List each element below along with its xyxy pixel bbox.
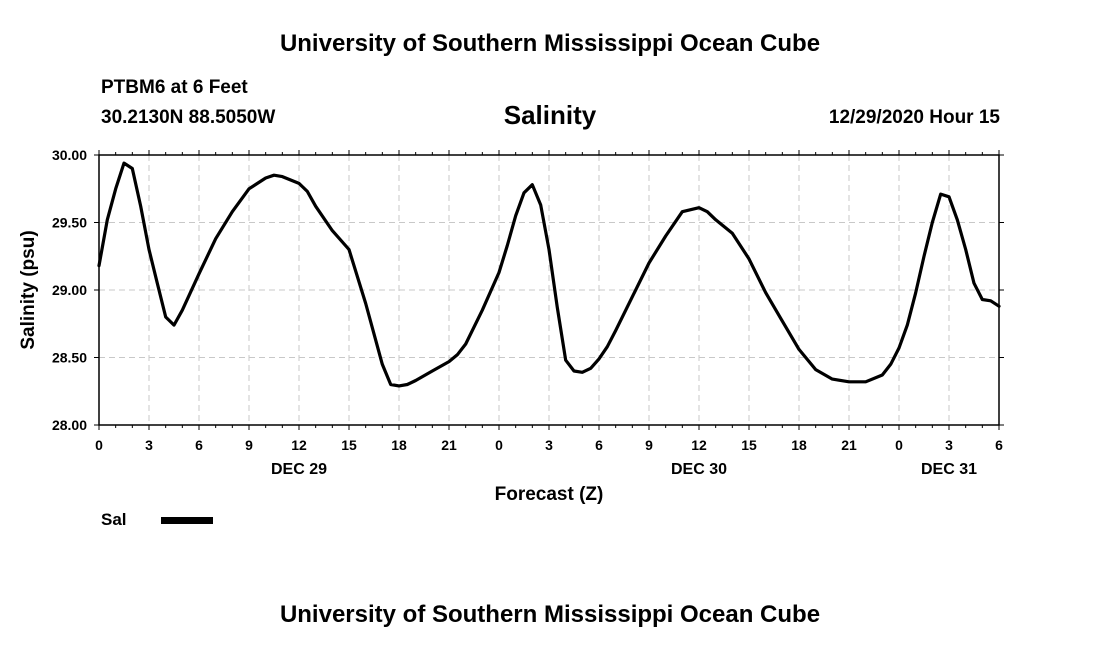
x-tick-label: 18 (791, 437, 807, 453)
x-tick-label: 21 (441, 437, 457, 453)
grid (99, 155, 999, 425)
x-tick-label: 6 (595, 437, 603, 453)
x-tick-label: 6 (995, 437, 1003, 453)
legend-label: Sal (101, 510, 127, 529)
x-tick-label: 0 (895, 437, 903, 453)
x-tick-label: 12 (691, 437, 707, 453)
x-tick-label: 3 (545, 437, 553, 453)
x-tick-label: 18 (391, 437, 407, 453)
chart-title: Salinity (503, 100, 597, 130)
legend-line-swatch (161, 517, 213, 524)
y-tick-label: 29.50 (52, 215, 87, 231)
x-tick-label: 9 (645, 437, 653, 453)
salinity-series-line (97, 161, 1001, 388)
page-title: University of Southern Mississippi Ocean… (279, 30, 821, 57)
day-label: DEC 29 (271, 461, 327, 478)
x-tick-label: 0 (495, 437, 503, 453)
day-label: DEC 31 (921, 461, 977, 478)
y-tick-label: 28.50 (52, 350, 87, 366)
x-tick-label: 3 (145, 437, 153, 453)
x-tick-label: 6 (195, 437, 203, 453)
y-axis-label: Salinity (psu) (18, 230, 39, 349)
series (97, 161, 1001, 388)
x-tick-label: 21 (841, 437, 857, 453)
x-tick-label: 12 (291, 437, 307, 453)
y-tick-label: 29.00 (52, 282, 87, 298)
plot-frame (98, 154, 1000, 426)
axes (94, 150, 1004, 430)
datetime-label: 12/29/2020 Hour 15 (828, 107, 1000, 128)
coordinates-label: 30.2130N 88.5050W (101, 107, 276, 128)
x-tick-label: 3 (945, 437, 953, 453)
station-label: PTBM6 at 6 Feet (101, 77, 248, 98)
x-tick-label: 15 (741, 437, 757, 453)
tick-labels: 28.00 28.50 29.00 29.50 30.00 0 3 6 9 12 15 18 21 0 3 6… (52, 147, 1003, 478)
x-tick-label: 9 (245, 437, 253, 453)
x-axis-label: Forecast (Z) (495, 484, 604, 505)
x-tick-label: 15 (341, 437, 357, 453)
y-tick-label: 30.00 (52, 147, 87, 163)
day-label: DEC 30 (671, 461, 727, 478)
footer-title: University of Southern Mississippi Ocean… (279, 601, 821, 628)
y-tick-label: 28.00 (52, 417, 87, 433)
x-tick-label: 0 (95, 437, 103, 453)
